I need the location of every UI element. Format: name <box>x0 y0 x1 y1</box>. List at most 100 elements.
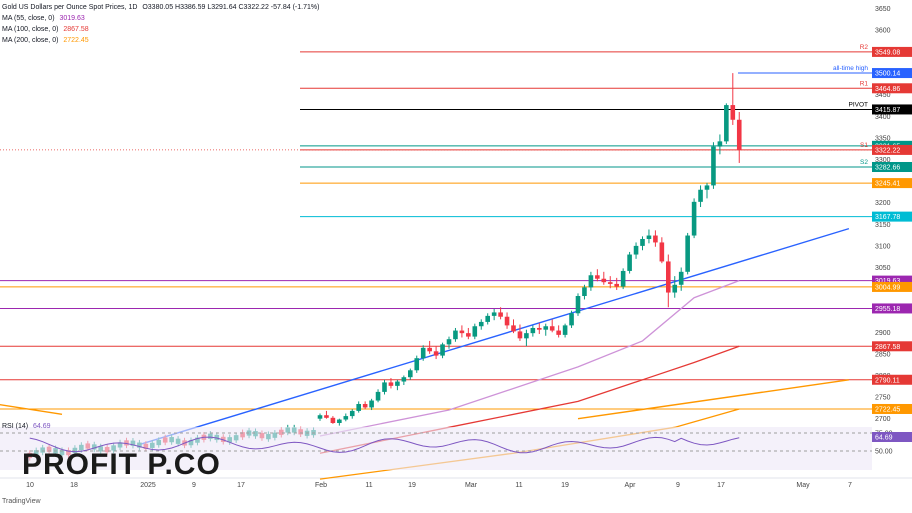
price-tag-label: 2722.45 <box>875 406 900 413</box>
tradingview-logo: TradingView <box>2 498 41 505</box>
trendline <box>0 403 63 416</box>
candle-body <box>614 283 619 287</box>
candle-body <box>466 333 471 337</box>
price-tag <box>872 341 912 352</box>
candle-body <box>685 235 690 272</box>
candle-body <box>478 321 484 327</box>
candle-body <box>543 326 549 330</box>
candle-body <box>356 403 361 411</box>
candle-body <box>317 415 323 419</box>
candle-body <box>472 326 478 337</box>
legend-ma200[interactable]: MA (200, close, 0) 2722.45 <box>2 37 89 44</box>
price-tag <box>872 211 912 222</box>
time-tick-label: 9 <box>192 482 196 489</box>
legend-ma100[interactable]: MA (100, close, 0) 2867.58 <box>2 26 89 33</box>
candle-body <box>324 415 329 418</box>
candle-body <box>420 347 426 359</box>
candle-body <box>485 315 490 322</box>
candle-body <box>549 326 555 331</box>
price-tag-label: 3282.66 <box>875 164 900 171</box>
chart-legend: Gold US Dollars per Ounce Spot Prices, 1… <box>2 2 319 46</box>
candle-body <box>395 381 400 386</box>
candle-body <box>633 245 639 255</box>
price-tag <box>872 68 912 79</box>
candle-body <box>730 105 736 120</box>
candle-body <box>401 377 407 382</box>
price-tick-label: 3450 <box>875 92 891 99</box>
candle-body <box>601 278 607 283</box>
price-tag <box>872 403 912 414</box>
price-tick-label: 3050 <box>875 265 891 272</box>
candle-body <box>575 296 581 314</box>
level-name: S1 <box>860 142 868 149</box>
candle-body <box>678 271 684 285</box>
candle-body <box>491 312 497 316</box>
candle-body <box>588 275 594 288</box>
symbol-title: Gold US Dollars per Ounce Spot Prices, 1… <box>2 4 138 11</box>
price-tick-label: 2700 <box>875 416 891 423</box>
rsi-line <box>29 436 740 454</box>
rsi-legend[interactable]: RSI (14) 64.69 <box>2 423 51 430</box>
rsi-tick-label: 50.00 <box>875 449 893 456</box>
price-tag <box>872 144 912 155</box>
candle-body <box>511 325 516 332</box>
price-tick-label: 2850 <box>875 351 891 358</box>
candle-body <box>349 410 355 417</box>
candle-body <box>569 313 574 326</box>
trendline <box>139 227 850 446</box>
time-tick-label: 19 <box>561 482 569 489</box>
level-name: all-time high <box>833 65 868 72</box>
chart-header: Gold US Dollars per Ounce Spot Prices, 1… <box>2 2 319 13</box>
time-tick-label: 17 <box>717 482 725 489</box>
price-tag <box>872 161 912 172</box>
candle-body <box>646 235 652 239</box>
level-name: R2 <box>860 44 869 51</box>
legend-ma55[interactable]: MA (55, close, 0) 3019.63 <box>2 15 85 22</box>
candle-body <box>498 312 503 317</box>
price-tag <box>872 46 912 57</box>
rsi-tag-label: 64.69 <box>875 435 893 442</box>
candle-body <box>517 331 523 339</box>
price-tag-label: 3322.22 <box>875 147 900 154</box>
candle-body <box>659 242 665 262</box>
price-tick-label: 3650 <box>875 6 891 13</box>
price-tag-label: 3464.86 <box>875 86 900 93</box>
time-tick-label: 9 <box>676 482 680 489</box>
price-tick-label: 2750 <box>875 395 891 402</box>
candle-body <box>459 330 465 334</box>
time-tick-label: 10 <box>26 482 34 489</box>
candle-body <box>627 254 632 271</box>
price-tag <box>872 374 912 385</box>
candle-body <box>337 419 342 423</box>
price-tag <box>872 83 912 94</box>
price-tag <box>872 275 912 286</box>
price-tick-label: 3200 <box>875 200 891 207</box>
time-tick-label: 7 <box>848 482 852 489</box>
price-tag <box>872 303 912 314</box>
watermark-logo: PROFIT P.CO <box>22 448 221 481</box>
candle-body <box>691 201 697 236</box>
time-tick-label: 11 <box>515 482 522 489</box>
time-tick-label: May <box>796 482 810 489</box>
candle-body <box>530 327 536 334</box>
candle-body <box>607 282 613 284</box>
candle-body <box>453 330 458 340</box>
candle-body <box>582 287 587 297</box>
candle-body <box>717 141 723 147</box>
price-tag-label: 3019.63 <box>875 278 900 285</box>
candle-body <box>640 238 645 246</box>
price-tag-label: 2790.11 <box>875 377 900 384</box>
price-tick-label: 3100 <box>875 243 891 250</box>
candle-body <box>724 105 729 142</box>
price-tick-label: 3150 <box>875 222 891 229</box>
price-tag <box>872 178 912 189</box>
candle-body <box>382 382 387 392</box>
candle-body <box>711 146 716 186</box>
price-tag <box>872 281 912 292</box>
candle-body <box>653 235 658 243</box>
time-tick-label: 2025 <box>140 482 156 489</box>
level-name: PIVOT <box>848 101 868 108</box>
candle-body <box>666 261 671 293</box>
candle-body <box>369 400 374 408</box>
